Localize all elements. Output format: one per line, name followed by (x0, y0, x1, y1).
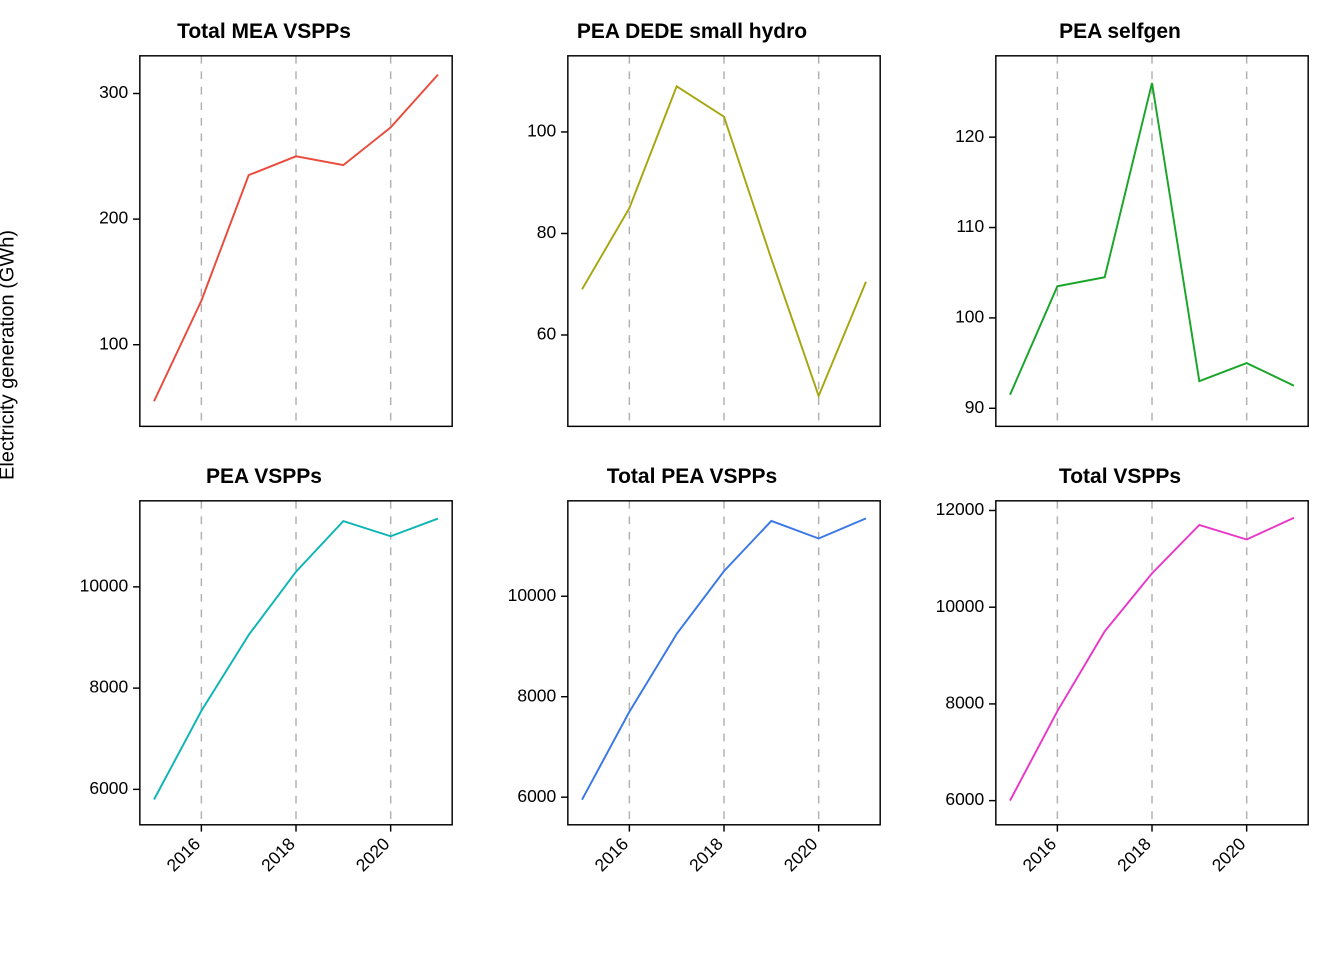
y-tick-label: 6000 (89, 778, 128, 798)
panel-title: Total VSPPs (926, 465, 1314, 491)
x-tick-label: 2018 (685, 834, 727, 876)
y-tick-label: 6000 (945, 789, 984, 809)
y-tick-label: 90 (965, 397, 985, 417)
figure: Electricity generation (GWh) Total MEA V… (0, 0, 1344, 960)
x-tick-label: 2016 (163, 834, 205, 876)
y-tick-label: 12000 (936, 499, 985, 519)
y-tick-label: 10000 (80, 575, 129, 595)
y-tick-label: 300 (99, 82, 128, 102)
series-line (582, 86, 866, 396)
panel-3: PEA VSPPs 6000 8000 10000 2016 2018 2020 (70, 465, 458, 890)
panel-title: Total PEA VSPPs (498, 465, 886, 491)
panel-title: PEA DEDE small hydro (498, 20, 886, 46)
y-tick-label: 100 (955, 307, 984, 327)
y-axis-label: Electricity generation (GWh) (0, 230, 20, 480)
x-tick-label: 2016 (1019, 834, 1061, 876)
plot-area: 6000 8000 10000 12000 2016 2018 2020 (926, 495, 1314, 890)
y-tick-label: 80 (537, 222, 557, 242)
y-tick-label: 10000 (936, 596, 985, 616)
y-tick-label: 8000 (517, 685, 556, 705)
panel-0: Total MEA VSPPs 100 200 300 (70, 20, 458, 445)
panel-1: PEA DEDE small hydro 60 80 100 (498, 20, 886, 445)
x-tick-label: 2018 (257, 834, 299, 876)
y-tick-label: 100 (527, 121, 556, 141)
panel-title: PEA selfgen (926, 20, 1314, 46)
y-tick-label: 8000 (945, 693, 984, 713)
y-tick-label: 60 (537, 324, 557, 344)
y-tick-label: 100 (99, 333, 128, 353)
panels-grid: Total MEA VSPPs 100 200 300 PEA DEDE small h… (70, 20, 1314, 890)
plot-area: 100 200 300 (70, 50, 458, 445)
x-tick-label: 2020 (780, 833, 822, 875)
y-tick-label: 200 (99, 208, 128, 228)
x-tick-label: 2018 (1113, 834, 1155, 876)
x-tick-label: 2020 (352, 833, 394, 875)
plot-area: 6000 8000 10000 2016 2018 2020 (498, 495, 886, 890)
series-line (1010, 83, 1294, 395)
y-tick-label: 6000 (517, 786, 556, 806)
panel-4: Total PEA VSPPs 6000 8000 10000 2016 2018 2020 (498, 465, 886, 890)
plot-area: 60 80 100 (498, 50, 886, 445)
y-tick-label: 8000 (89, 677, 128, 697)
panel-2: PEA selfgen 90 100 110 120 (926, 20, 1314, 445)
x-tick-label: 2016 (591, 834, 633, 876)
y-tick-label: 120 (955, 126, 984, 146)
panel-5: Total VSPPs 6000 8000 10000 12000 2016 2018 202… (926, 465, 1314, 890)
panel-title: Total MEA VSPPs (70, 20, 458, 46)
y-tick-label: 10000 (508, 585, 557, 605)
plot-area: 6000 8000 10000 2016 2018 2020 (70, 495, 458, 890)
panel-title: PEA VSPPs (70, 465, 458, 491)
plot-area: 90 100 110 120 (926, 50, 1314, 445)
y-tick-label: 110 (956, 216, 984, 236)
x-tick-label: 2020 (1208, 833, 1250, 875)
